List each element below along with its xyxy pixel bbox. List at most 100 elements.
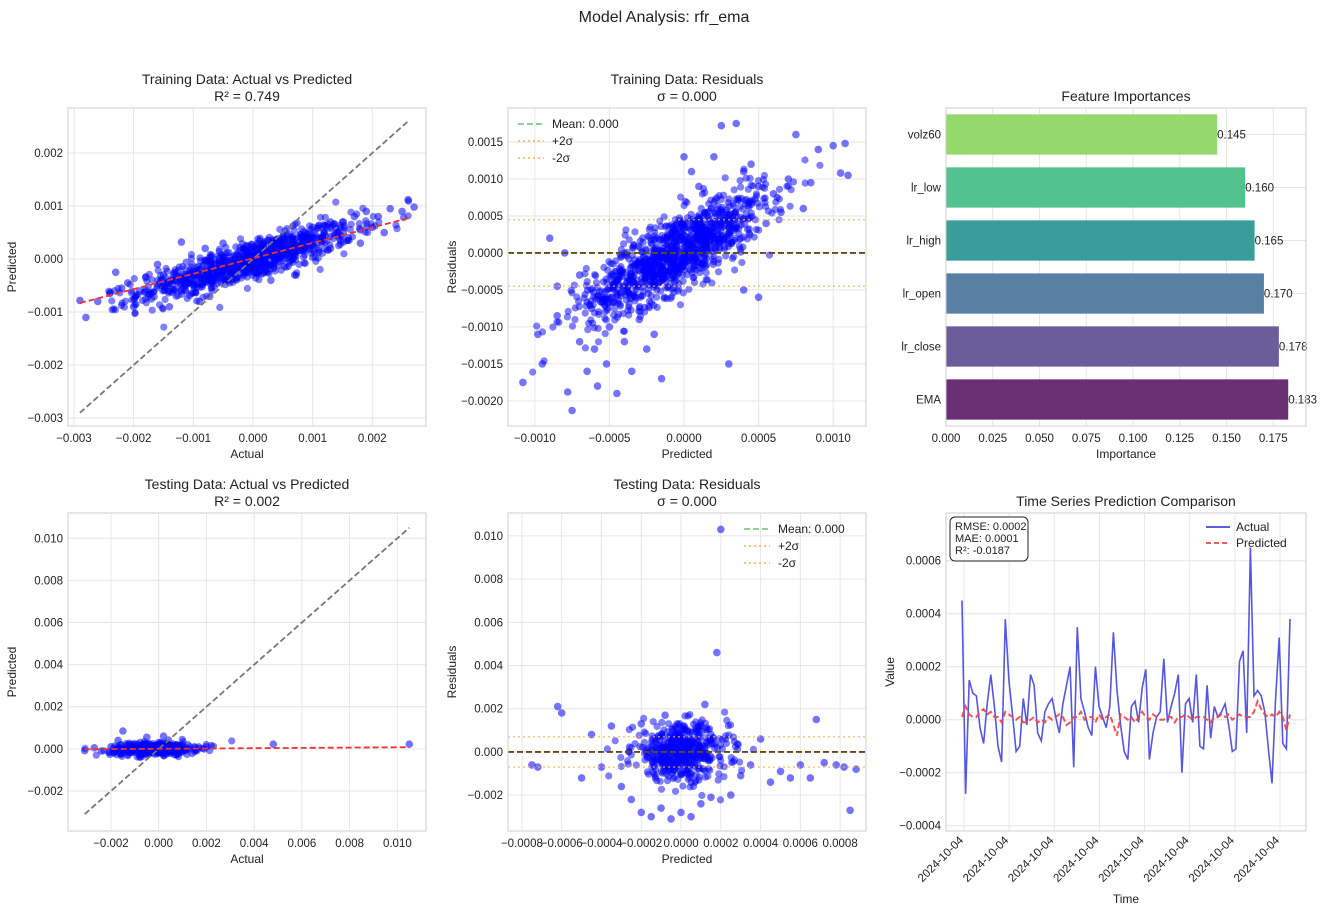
scatter-point (679, 289, 687, 297)
scatter-point (153, 260, 162, 269)
scatter-point (736, 203, 744, 211)
scatter-point (769, 190, 778, 198)
scatter-point (844, 171, 852, 180)
x-axis-label: Actual (230, 852, 263, 866)
scatter-point (754, 182, 763, 191)
scatter-point (846, 806, 854, 815)
scatter-point (647, 812, 655, 821)
scatter-point (697, 722, 705, 730)
scatter-point (693, 244, 701, 252)
scatter-point (255, 276, 263, 284)
y-tick-label: lr_close (901, 342, 941, 354)
x-tick-label: 0.025 (978, 433, 1007, 445)
bar-value-label: 0.170 (1264, 289, 1293, 301)
scatter-point (290, 226, 298, 234)
scatter-point (707, 204, 716, 212)
x-tick-label: 0.0002 (703, 838, 738, 850)
scatter-point (109, 749, 117, 757)
scatter-point (111, 306, 119, 314)
y-tick-label: 0.000 (34, 254, 63, 266)
series-line-actual (961, 547, 1291, 794)
scatter-point (269, 740, 278, 748)
scatter-point (314, 234, 323, 242)
scatter-point (677, 808, 685, 817)
panel-feat_imp: Feature Importances 0.000 0.025 0.050 0.075 0… (901, 88, 1317, 461)
scatter-point (575, 271, 584, 279)
y-tick-label: lr_low (911, 183, 942, 195)
scatter-point (296, 234, 305, 242)
scatter-point (701, 773, 709, 781)
scatter-point (564, 307, 572, 315)
scatter-point (603, 278, 611, 286)
scatter-point (675, 214, 684, 222)
x-tick-label: −0.001 (176, 433, 212, 445)
x-tick-label: −0.002 (93, 838, 129, 850)
panel-title: Training Data: Residuals (611, 71, 764, 87)
scatter-point (636, 303, 644, 311)
scatter-point (715, 255, 723, 263)
scatter-point (713, 648, 721, 657)
scatter-point (82, 313, 90, 322)
scatter-point (165, 303, 174, 311)
scatter-point (320, 228, 329, 237)
x-tick-label: 2024-10-04 (1142, 834, 1193, 885)
scatter-point (165, 280, 173, 288)
scatter-point (687, 167, 696, 176)
scatter-point (681, 238, 689, 246)
y-tick-label: 0.002 (34, 148, 63, 160)
scatter-point (207, 260, 215, 269)
bar-value-label: 0.178 (1279, 342, 1308, 354)
scatter-point (176, 280, 185, 288)
scatter-point (644, 265, 652, 273)
scatter-point (553, 312, 561, 320)
scatter-point (267, 276, 275, 285)
scatter-point (706, 766, 714, 774)
scatter-point (166, 741, 175, 750)
scatter-point (707, 793, 715, 802)
scatter-point (154, 738, 163, 747)
scatter-point (183, 294, 191, 303)
scatter-point (716, 796, 725, 804)
scatter-point (216, 303, 224, 311)
scatter-point (519, 378, 527, 387)
scatter-point (118, 299, 126, 307)
scatter-point (290, 271, 299, 279)
scatter-point (607, 272, 616, 280)
scatter-point (582, 264, 590, 273)
scatter-point (728, 759, 736, 767)
scatter-point (285, 239, 293, 247)
scatter-point (658, 264, 666, 272)
bar-lr_low (946, 167, 1246, 208)
scatter-point (355, 220, 363, 228)
scatter-point (587, 316, 595, 324)
scatter-point (656, 217, 664, 225)
scatter-point (677, 741, 685, 750)
scatter-point (111, 268, 120, 277)
scatter-point (688, 728, 697, 736)
scatter-point (670, 766, 678, 775)
x-tick-label: 2024-10-04 (1187, 834, 1238, 885)
scatter-point (783, 182, 791, 190)
scatter-point (658, 718, 666, 727)
scatter-point (736, 245, 744, 253)
scatter-point (594, 324, 602, 332)
y-tick-label: volz60 (908, 130, 941, 142)
scatter-point (716, 753, 724, 761)
x-tick-label: 0.0005 (741, 433, 776, 445)
scatter-point (605, 772, 613, 780)
scatter-point (714, 268, 723, 276)
scatter-point (273, 244, 281, 253)
scatter-point (575, 337, 584, 346)
scatter-point (784, 175, 793, 183)
scatter-point (746, 231, 754, 239)
y-tick-label: lr_open (903, 289, 941, 301)
scatter-point (676, 301, 685, 309)
scatter-point (201, 273, 209, 282)
scatter-point (291, 256, 300, 264)
scatter-point (679, 263, 687, 271)
scatter-point (754, 177, 763, 185)
scatter-point (687, 210, 695, 218)
y-tick-label: 0.0006 (906, 556, 941, 568)
scatter-point (829, 141, 837, 150)
